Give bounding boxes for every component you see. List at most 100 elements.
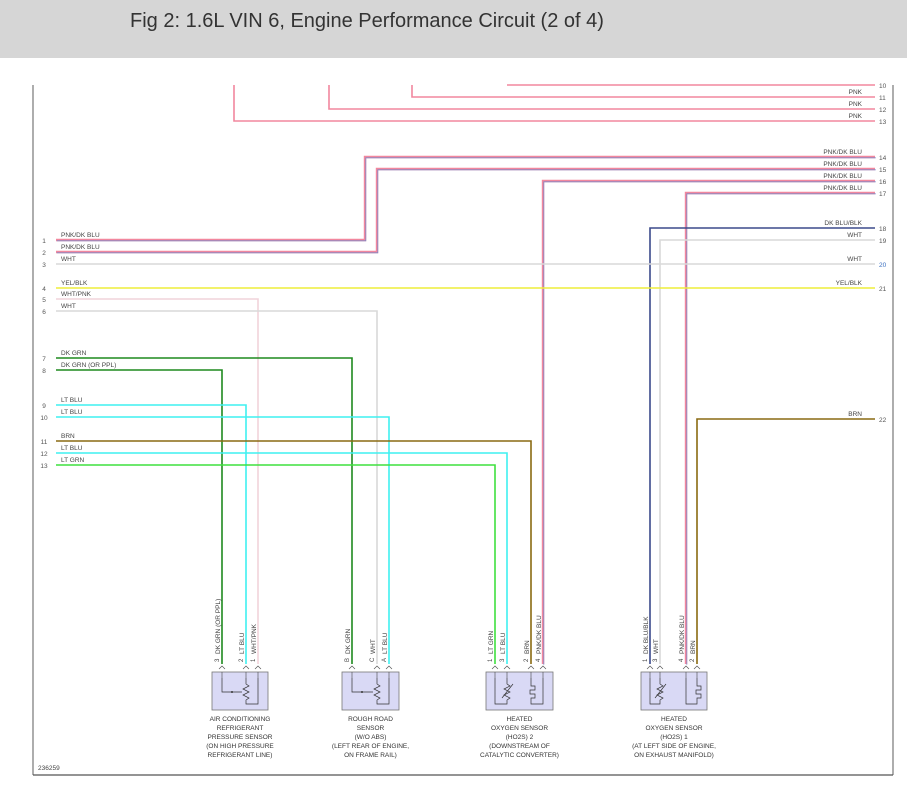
left-pin-number: 10: [40, 415, 48, 422]
sensor-body: [211, 671, 269, 711]
left-pin-number: 11: [41, 439, 48, 446]
wire: [56, 404, 247, 664]
sensor-wire-label: DK BLU/BLK: [643, 616, 650, 654]
sensor-caption: (AT LEFT SIDE OF ENGINE,: [632, 743, 716, 750]
wire: [56, 369, 223, 664]
right-pin-number: 22: [879, 417, 887, 424]
left-wire-label: PNK/DK BLU: [61, 244, 100, 251]
wire: [56, 310, 378, 664]
right-pin-number: 14: [879, 155, 887, 162]
wire-stripe: [543, 181, 876, 665]
left-pin-number: 7: [42, 356, 46, 363]
wire: [684, 191, 875, 664]
left-wire-label: LT BLU: [61, 445, 83, 452]
right-wire-label: WHT: [847, 256, 862, 263]
wire: [696, 418, 875, 664]
wire: [56, 452, 508, 664]
left-wire-label: LT BLU: [61, 397, 83, 404]
sensor-body: [341, 671, 400, 711]
wire-stripe: [56, 169, 876, 254]
sensor-wire-label: DK GRN (OR PPL): [215, 599, 222, 654]
right-pin-number: 21: [879, 286, 887, 293]
right-wire-label: DK BLU/BLK: [824, 220, 862, 227]
left-wire-label: PNK/DK BLU: [61, 232, 100, 239]
sensor-wire-label: WHT: [370, 639, 377, 654]
left-pin-number: 13: [40, 463, 48, 470]
wire: [56, 440, 532, 664]
connector-terminal-icon: [527, 665, 535, 670]
wire: [56, 298, 259, 664]
sensor-caption: HEATED: [507, 716, 533, 723]
wire: [659, 239, 875, 664]
connector-terminal-icon: [682, 665, 690, 670]
sensor-3: [485, 665, 554, 711]
right-pin-number: 17: [879, 191, 887, 198]
sensor-wire-label: LT GRN: [488, 630, 495, 654]
heater-element-icon: [529, 678, 544, 705]
left-wire-label: LT GRN: [61, 457, 85, 464]
right-pin-number: 15: [879, 167, 887, 174]
sensor-pin-number: 1: [488, 658, 494, 662]
connector-terminal-icon: [539, 665, 547, 670]
sensor-caption: REFRIGERANT LINE): [208, 752, 273, 759]
left-wire-label: WHT/PNK: [61, 291, 92, 298]
sensor-wiper: [351, 678, 373, 693]
variable-arrow: [654, 683, 667, 699]
left-pin-number: 8: [42, 368, 46, 375]
sensor-caption: HEATED: [661, 716, 687, 723]
right-pin-number: 16: [879, 179, 887, 186]
wire: [56, 167, 875, 254]
resistor-icon: [242, 678, 259, 705]
wire: [649, 227, 875, 664]
sensor-caption: (ON HIGH PRESSURE: [206, 743, 274, 750]
left-wire-label: DK GRN (OR PPL): [61, 362, 116, 369]
left-pin-number: 6: [42, 309, 46, 316]
sensor-wire-label: WHT: [653, 639, 660, 654]
wire: [328, 85, 875, 110]
right-wire-label: PNK/DK BLU: [823, 161, 862, 168]
connector-terminal-icon: [491, 665, 499, 670]
sensor-caption: ON FRAME RAIL): [344, 752, 397, 759]
resistor-icon: [373, 678, 390, 705]
sensor-wire-label: BRN: [524, 640, 531, 654]
variable-arrow: [501, 683, 514, 699]
connector-terminal-icon: [348, 665, 356, 670]
wire-stripe: [686, 193, 876, 665]
sensor-caption: (DOWNSTREAM OF: [489, 743, 550, 750]
sensor-pin-number: 2: [239, 658, 245, 662]
left-wire-label: WHT: [61, 256, 76, 263]
left-wire-label: LT BLU: [61, 409, 83, 416]
sensor-wire-label: LT BLU: [500, 632, 507, 654]
left-pin-number: 12: [40, 451, 48, 458]
sensor-wire-label: BRN: [690, 640, 697, 654]
wire: [541, 179, 875, 664]
right-wire-label: PNK/DK BLU: [823, 185, 862, 192]
right-wire-label: YEL/BLK: [836, 280, 863, 287]
wire: [56, 464, 496, 664]
left-pin-number: 2: [42, 250, 46, 257]
right-pin-number: 10: [879, 83, 887, 90]
sensor-caption: OXYGEN SENSOR: [645, 725, 702, 732]
left-pin-number: 1: [42, 238, 46, 245]
heater-element-icon: [685, 678, 702, 705]
sensor-pin-number: 2: [524, 658, 530, 662]
sensor-caption: ON EXHAUST MANIFOLD): [634, 752, 714, 759]
sensor-pin-number: 2: [690, 658, 696, 662]
wire: [56, 357, 353, 664]
sensor-caption: SENSOR: [357, 725, 385, 732]
sensor-1: [211, 665, 269, 711]
right-pin-number: 18: [879, 226, 887, 233]
sensor-pin-number: A: [382, 658, 388, 662]
right-wire-label: BRN: [848, 411, 862, 418]
sensor-caption: (HO2S) 2: [506, 734, 534, 741]
right-wire-label: PNK/DK BLU: [823, 149, 862, 156]
right-wire-label: PNK: [849, 101, 863, 108]
sensor-caption: PRESSURE SENSOR: [207, 734, 272, 741]
junction-dot: [231, 691, 233, 693]
right-wire-label: PNK: [849, 113, 863, 120]
junction-dot: [361, 691, 363, 693]
sensor-caption: (W/O ABS): [355, 734, 387, 741]
left-wire-label: DK GRN: [61, 350, 87, 357]
right-wire-label: PNK: [849, 89, 863, 96]
